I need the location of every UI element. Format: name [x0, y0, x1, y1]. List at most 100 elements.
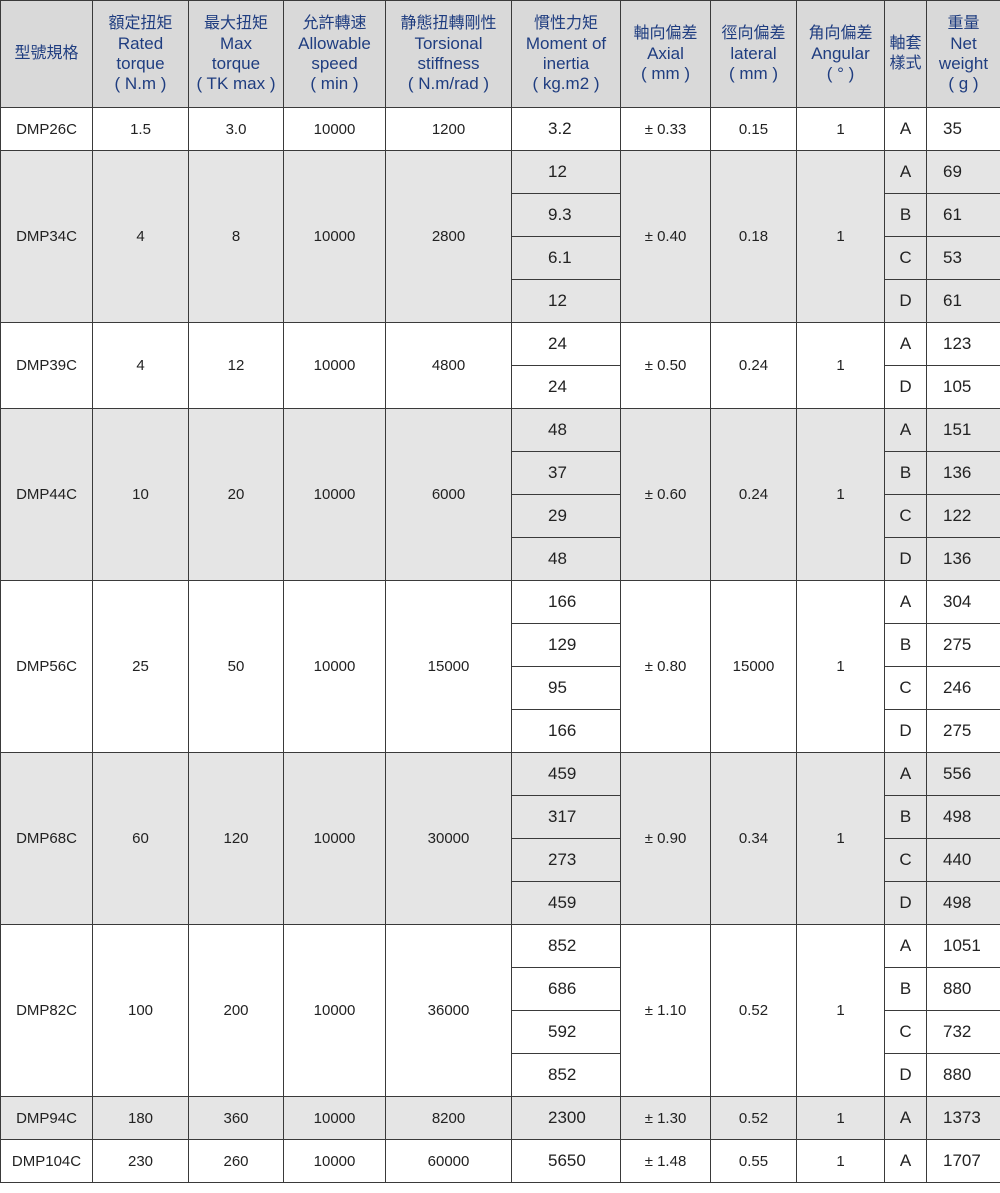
header-zh: 最大扭矩: [203, 15, 268, 32]
header-zh: 型號規格: [14, 45, 79, 62]
header-en: Torsional: [414, 34, 483, 53]
table-cell: 10000: [283, 322, 386, 409]
table-row: 852 D 880: [1, 1053, 1000, 1097]
table-cell: 105: [926, 365, 1000, 409]
table-row: DMP104C 230 260 10000 60000 5650 ± 1.48 0.55 1 A 1…: [0, 1139, 1000, 1183]
table-cell: 0.34: [710, 752, 797, 925]
table-row: 6.1 C 53: [1, 236, 1000, 280]
table-cell: 50: [188, 580, 284, 753]
table-cell: 686: [511, 967, 621, 1011]
table-cell: A: [884, 408, 927, 452]
table-cell: 1.5: [92, 107, 189, 151]
table-row: 95 C 246: [1, 666, 1000, 710]
table-row: DMP26C 1.5 3.0 10000 1200 3.2 ± 0.33 0.15 1 A 35: [0, 107, 1000, 151]
table-cell: D: [884, 537, 927, 581]
table-cell: 275: [926, 623, 1000, 667]
header-en: torque: [116, 54, 165, 73]
table-row: DMP68C 60 120 10000 30000 459 ± 0.90 0.34 1 A 556: [0, 752, 1000, 925]
header-zh: 軸向偏差: [633, 25, 698, 42]
table-row: DMP39C 4 12 10000 4800 24 ± 0.50 0.24 1 A 123: [0, 322, 1000, 409]
table-cell: 60000: [385, 1139, 512, 1183]
table-cell: DMP68C: [0, 752, 93, 925]
table-cell: 880: [926, 1053, 1000, 1097]
table-cell: 459: [511, 752, 621, 796]
table-row: 37 B 136: [1, 451, 1000, 495]
table-cell: 9.3: [511, 193, 621, 237]
table-cell: DMP94C: [0, 1096, 93, 1140]
table-cell: 166: [511, 709, 621, 753]
table-cell: ± 0.40: [620, 150, 711, 323]
table-cell: 0.52: [710, 1096, 797, 1140]
table-cell: ± 1.10: [620, 924, 711, 1097]
header-zh: 静態扭轉剛性: [400, 15, 497, 32]
table-cell: DMP44C: [0, 408, 93, 581]
table-cell: 10000: [283, 580, 386, 753]
table-cell: 12: [188, 322, 284, 409]
table-cell: B: [884, 623, 927, 667]
table-cell: 24: [511, 365, 621, 409]
table-cell: ± 1.48: [620, 1139, 711, 1183]
table-cell: 880: [926, 967, 1000, 1011]
table-cell: 24: [511, 322, 621, 366]
table-cell: C: [884, 1010, 927, 1054]
table-cell: 1051: [926, 924, 1000, 968]
table-cell: 459: [511, 881, 621, 925]
table-cell: 60: [92, 752, 189, 925]
header-en: ( N.m ): [114, 74, 167, 93]
table-cell: A: [884, 322, 927, 366]
table-cell: 61: [926, 279, 1000, 323]
header-zh: 重量: [947, 15, 980, 32]
column-header: 徑向偏差 lateral( mm ): [710, 0, 797, 108]
table-row: 48 D 136: [1, 537, 1000, 581]
table-cell: DMP39C: [0, 322, 93, 409]
table-cell: 48: [511, 537, 621, 581]
header-en: Moment of: [525, 34, 607, 53]
header-en: Rated: [117, 34, 164, 53]
table-cell: 8: [188, 150, 284, 323]
table-row: 592 C 732: [1, 1010, 1000, 1054]
table-cell: 3.2: [511, 107, 621, 151]
table-cell: 20: [188, 408, 284, 581]
table-cell: 0.24: [710, 322, 797, 409]
table-cell: 100: [92, 924, 189, 1097]
table-cell: 166: [511, 580, 621, 624]
table-row: DMP34C 4 8 10000 2800 12 ± 0.40 0.18 1 A 69: [0, 150, 1000, 323]
header-en: ( TK max ): [196, 74, 276, 93]
table-cell: 440: [926, 838, 1000, 882]
header-row: 型號規格 額定扭矩 Rated torque( N.m ) 最大扭矩 Max torque(…: [0, 0, 1000, 108]
column-header: 角向偏差 Angular( ° ): [796, 0, 885, 108]
column-header: 型號規格: [0, 0, 93, 108]
table-cell: A: [884, 107, 927, 151]
table-cell: 1: [796, 752, 885, 925]
table-cell: 1: [796, 1096, 885, 1140]
table-cell: A: [884, 1096, 927, 1140]
header-en: lateral: [730, 44, 777, 63]
header-en: ( g ): [948, 74, 979, 93]
header-en: Net: [950, 34, 977, 53]
header-zh: 慣性力矩: [533, 15, 598, 32]
table-cell: 61: [926, 193, 1000, 237]
table-cell: 0.15: [710, 107, 797, 151]
header-en: speed: [311, 54, 358, 73]
table-cell: ± 0.60: [620, 408, 711, 581]
table-cell: ± 1.30: [620, 1096, 711, 1140]
column-header: 最大扭矩 Max torque( TK max ): [188, 0, 284, 108]
table-cell: 498: [926, 795, 1000, 839]
table-cell: 4: [92, 150, 189, 323]
table-cell: A: [884, 580, 927, 624]
table-cell: 95: [511, 666, 621, 710]
table-cell: 136: [926, 451, 1000, 495]
table-row: DMP82C 100 200 10000 36000 852 ± 1.10 0.52 1 A 105…: [0, 924, 1000, 1097]
table-cell: 180: [92, 1096, 189, 1140]
table-cell: A: [884, 924, 927, 968]
table-cell: B: [884, 193, 927, 237]
column-header: 額定扭矩 Rated torque( N.m ): [92, 0, 189, 108]
table-cell: 1200: [385, 107, 512, 151]
table-row: 9.3 B 61: [1, 193, 1000, 237]
table-cell: 1: [796, 150, 885, 323]
table-cell: 200: [188, 924, 284, 1097]
header-zh: 軸套樣式: [889, 35, 922, 72]
table-cell: 1: [796, 924, 885, 1097]
table-cell: B: [884, 795, 927, 839]
table-cell: C: [884, 838, 927, 882]
